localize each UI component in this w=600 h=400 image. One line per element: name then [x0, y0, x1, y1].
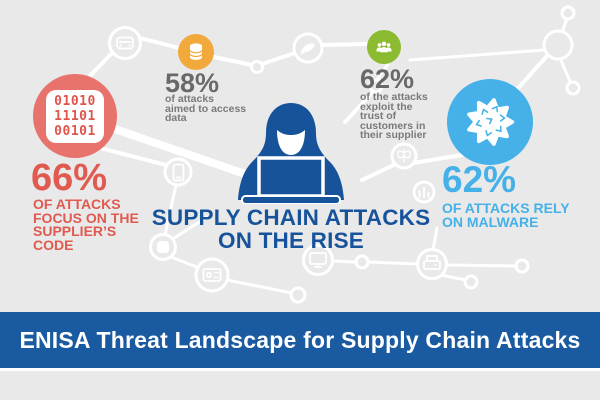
access-data-stat-value: 58%	[165, 68, 220, 98]
network-node	[542, 29, 574, 61]
access-data-stat-circle	[178, 34, 214, 70]
database-icon	[189, 43, 203, 60]
network-node-glyphs	[116, 36, 441, 282]
network-node	[514, 258, 530, 274]
network-node	[163, 157, 193, 187]
hooded-hacker-laptop-icon	[238, 103, 344, 204]
network-node	[289, 286, 307, 304]
network-node	[250, 60, 264, 74]
supplier-code-stat-circle: 01010 11101 00101	[33, 74, 117, 158]
title-banner: ENISA Threat Landscape for Supply Chain …	[0, 312, 600, 371]
network-node	[108, 26, 142, 60]
binary-code-text: 01010 11101 00101	[54, 93, 96, 139]
bird-icon	[301, 43, 315, 55]
customer-trust-stat-caption: of the attacks exploit the trust of cust…	[360, 91, 428, 141]
network-node	[565, 80, 581, 96]
headline: SUPPLY CHAIN ATTACKS ON THE RISE	[141, 206, 441, 252]
smartphone-icon	[172, 163, 185, 182]
network-node	[354, 254, 370, 270]
malware-stat-circle	[447, 79, 533, 165]
virus-icon	[467, 98, 515, 146]
footer-strip	[0, 371, 600, 400]
card-icon	[202, 268, 222, 282]
malware-stat-caption: OF ATTACKS RELY ON MALWARE	[442, 200, 570, 230]
title-banner-text: ENISA Threat Landscape for Supply Chain …	[19, 326, 581, 353]
customer-trust-stat-circle	[367, 30, 401, 64]
app-icon	[157, 241, 169, 253]
network-node	[368, 78, 384, 94]
headline-line1: SUPPLY CHAIN ATTACKS	[151, 205, 431, 230]
access-data-stat-caption: of attacks aimed to access data	[165, 93, 247, 124]
people-group-icon	[376, 41, 392, 53]
supplier-code-stat-value: 66%	[31, 157, 108, 199]
network-node	[463, 274, 479, 290]
malware-stat-value: 62%	[442, 159, 517, 200]
network-lines	[84, 13, 573, 295]
bar-chart-icon	[418, 187, 430, 198]
butterfly-icon	[397, 149, 411, 163]
headline-line2: ON THE RISE	[218, 228, 364, 253]
network-node	[416, 248, 448, 280]
monitor-icon	[309, 252, 327, 268]
supplier-code-stat-caption: OF ATTACKS FOCUS ON THE SUPPLIER’S CODE	[33, 196, 139, 253]
network-node	[560, 5, 576, 21]
customer-trust-stat-value: 62%	[360, 64, 415, 94]
car-icon	[116, 36, 134, 50]
printer-icon	[423, 255, 441, 270]
binary-code-icon: 01010 11101 00101	[46, 89, 104, 143]
